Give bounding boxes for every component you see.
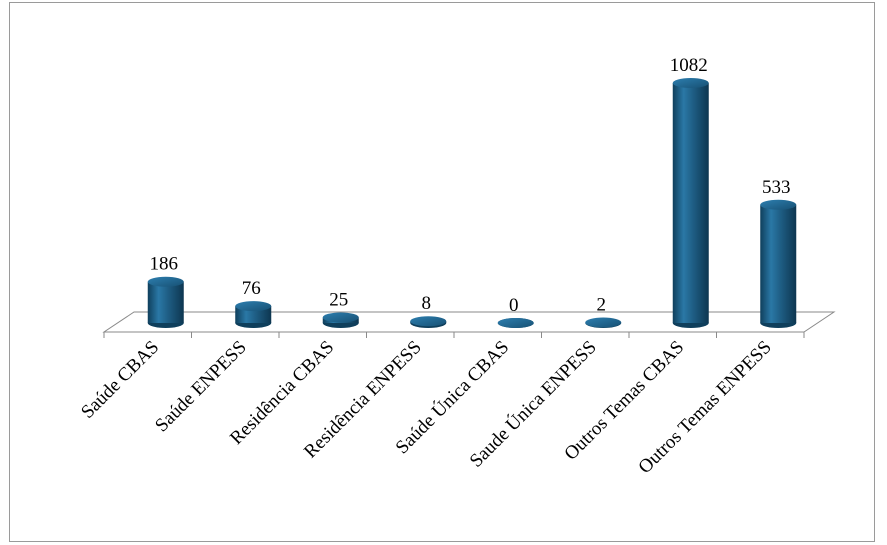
bar [497,318,534,328]
category-label: Saúde ENPESS [151,337,251,437]
data-label: 0 [509,295,519,316]
bar [410,316,447,328]
data-label: 8 [422,293,432,314]
bar [672,78,709,328]
data-label: 1082 [670,55,708,76]
bar [585,317,622,328]
bar [147,276,184,328]
category-label: Saúde CBAS [77,337,163,423]
chart-frame [9,2,875,542]
bar [322,312,359,328]
data-label: 2 [597,295,607,316]
data-label: 76 [242,278,261,299]
data-label: 186 [150,254,179,275]
data-label: 533 [762,177,791,198]
bar [235,301,272,328]
data-label: 25 [329,289,348,310]
chart-floor [102,311,836,333]
bar [760,199,797,328]
